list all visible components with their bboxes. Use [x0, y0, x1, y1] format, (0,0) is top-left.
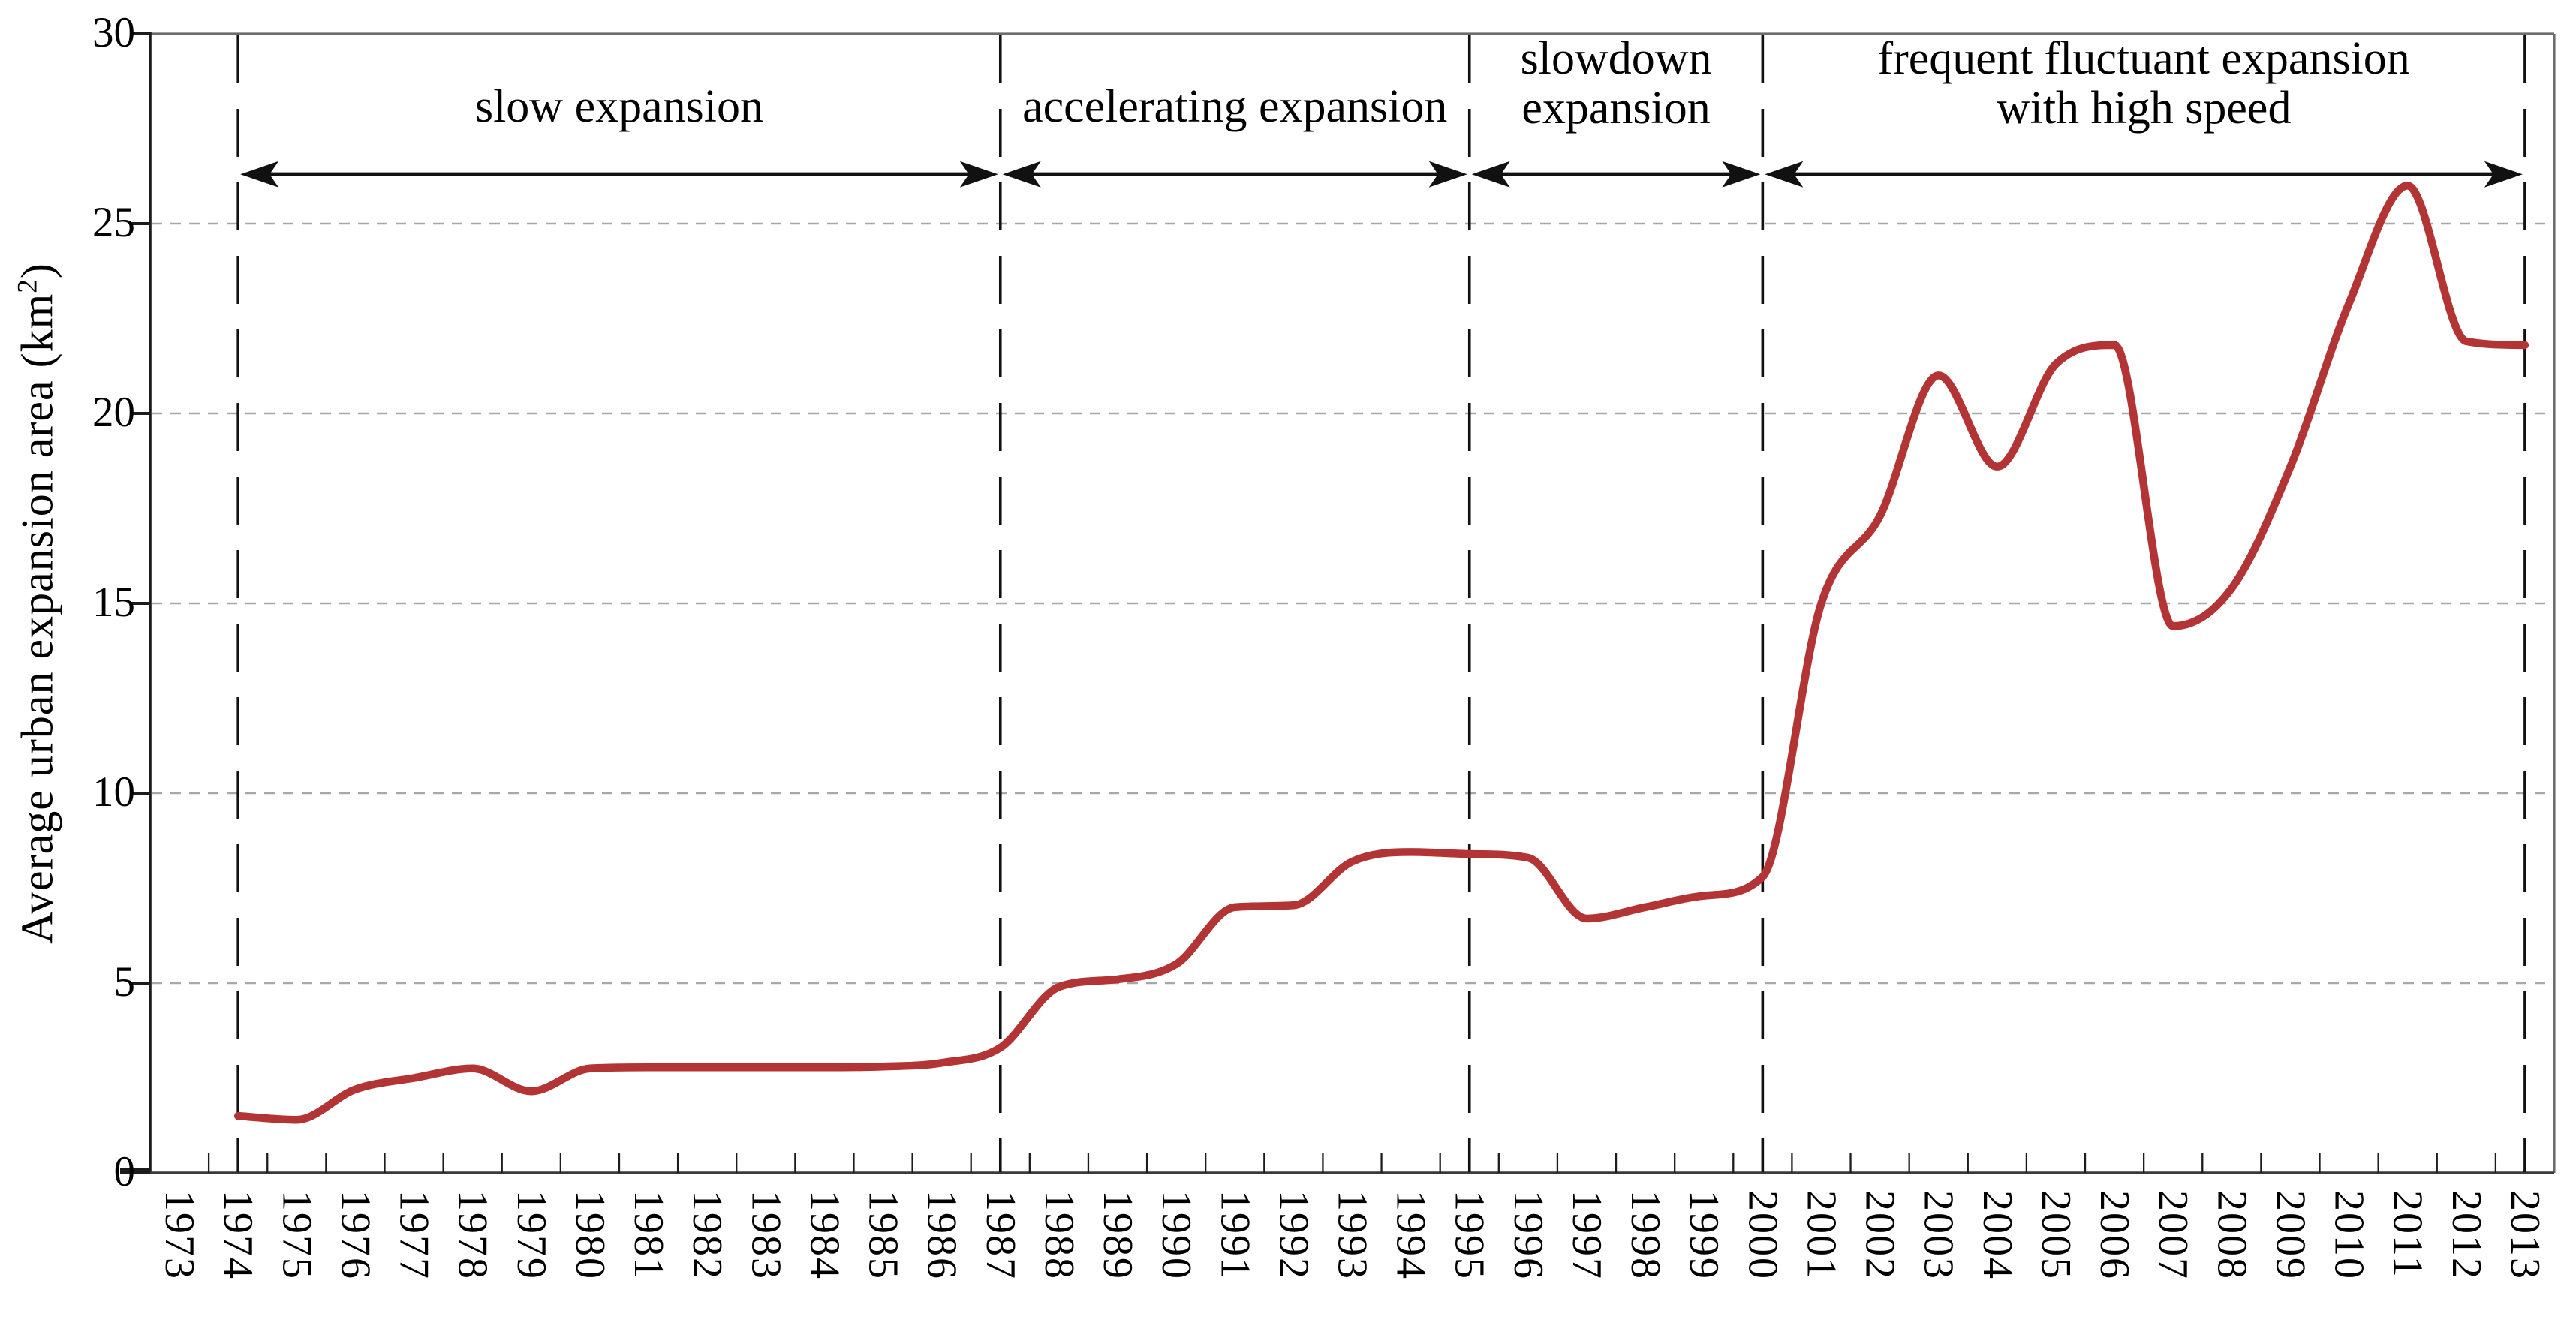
phase-arrow-left-head	[240, 161, 279, 188]
x-tick-label-1990: 1990	[1153, 1190, 1200, 1280]
x-tick-label-1997: 1997	[1563, 1190, 1610, 1280]
y-tick-label-5: 5	[113, 958, 136, 1006]
x-tick-label-1984: 1984	[801, 1190, 848, 1280]
x-tick-label-1987: 1987	[977, 1190, 1024, 1280]
phase-label-2-line-1: expansion	[1521, 83, 1711, 134]
x-tick-label-1979: 1979	[507, 1190, 555, 1280]
x-tick-label-2012: 2012	[2442, 1190, 2490, 1280]
x-tick-label-1976: 1976	[332, 1190, 379, 1280]
x-tick-label-1975: 1975	[273, 1190, 320, 1280]
y-tick-label-0: 0	[113, 1148, 136, 1195]
x-tick-label-2011: 2011	[2384, 1190, 2431, 1279]
x-tick-label-1992: 1992	[1270, 1190, 1317, 1280]
x-tick-label-2009: 2009	[2267, 1190, 2314, 1280]
x-tick-label-1978: 1978	[449, 1190, 496, 1280]
x-tick-label-2005: 2005	[2032, 1190, 2079, 1280]
x-tick-label-2007: 2007	[2150, 1190, 2197, 1280]
x-tick-label-2002: 2002	[1856, 1190, 1903, 1280]
phase-arrow-left-head	[1765, 161, 1804, 188]
x-tick-label-1974: 1974	[215, 1190, 262, 1280]
x-tick-label-1985: 1985	[859, 1190, 907, 1280]
x-tick-label-1991: 1991	[1211, 1190, 1259, 1280]
x-tick-label-1996: 1996	[1504, 1190, 1551, 1280]
x-tick-label-1994: 1994	[1387, 1190, 1434, 1280]
phase-label-3-line-1: with high speed	[1996, 83, 2292, 134]
x-tick-label-1977: 1977	[390, 1190, 438, 1280]
x-tick-label-2004: 2004	[1973, 1190, 2021, 1280]
y-axis-title-superscript: 2	[12, 278, 44, 293]
phase-label-2-line-0: slowdown	[1520, 33, 1712, 84]
x-tick-label-2013: 2013	[2501, 1190, 2548, 1280]
y-tick-label-25: 25	[92, 199, 135, 246]
x-tick-label-1982: 1982	[684, 1190, 731, 1280]
x-tick-label-2000: 2000	[1739, 1190, 1786, 1280]
phase-arrow-right-head	[1428, 161, 1467, 188]
y-tick-label-15: 15	[92, 579, 135, 626]
phase-arrow-right-head	[2484, 161, 2523, 188]
x-tick-label-1973: 1973	[156, 1190, 203, 1280]
x-tick-label-2006: 2006	[2091, 1190, 2138, 1280]
x-tick-label-2010: 2010	[2325, 1190, 2373, 1280]
x-tick-label-2008: 2008	[2208, 1190, 2256, 1280]
x-tick-label-2003: 2003	[1915, 1190, 1962, 1280]
phase-label-3-line-0: frequent fluctuant expansion	[1877, 33, 2410, 84]
x-tick-label-1988: 1988	[1035, 1190, 1082, 1280]
y-tick-label-10: 10	[92, 768, 135, 816]
x-tick-label-2001: 2001	[1798, 1190, 1845, 1280]
x-tick-label-1989: 1989	[1094, 1190, 1141, 1280]
x-tick-label-1983: 1983	[742, 1190, 790, 1280]
phase-arrow-left-head	[1471, 161, 1510, 188]
y-tick-label-20: 20	[92, 389, 135, 436]
x-tick-label-1980: 1980	[566, 1190, 613, 1280]
x-tick-label-1998: 1998	[1622, 1190, 1669, 1280]
y-axis-title-suffix: )	[12, 263, 62, 279]
series-line	[233, 182, 2529, 1124]
x-tick-label-1999: 1999	[1681, 1190, 1728, 1280]
x-tick-label-1995: 1995	[1446, 1190, 1493, 1280]
phase-arrow-right-head	[1722, 161, 1761, 188]
x-tick-label-1981: 1981	[625, 1190, 673, 1280]
phase-arrow-right-head	[959, 161, 998, 188]
phase-label-0-line-0: slow expansion	[474, 81, 763, 132]
x-tick-label-1993: 1993	[1329, 1190, 1376, 1280]
phase-arrow-left-head	[1002, 161, 1041, 188]
y-tick-label-30: 30	[92, 9, 135, 56]
phase-label-1-line-0: accelerating expansion	[1022, 81, 1448, 132]
x-tick-label-1986: 1986	[918, 1190, 965, 1280]
